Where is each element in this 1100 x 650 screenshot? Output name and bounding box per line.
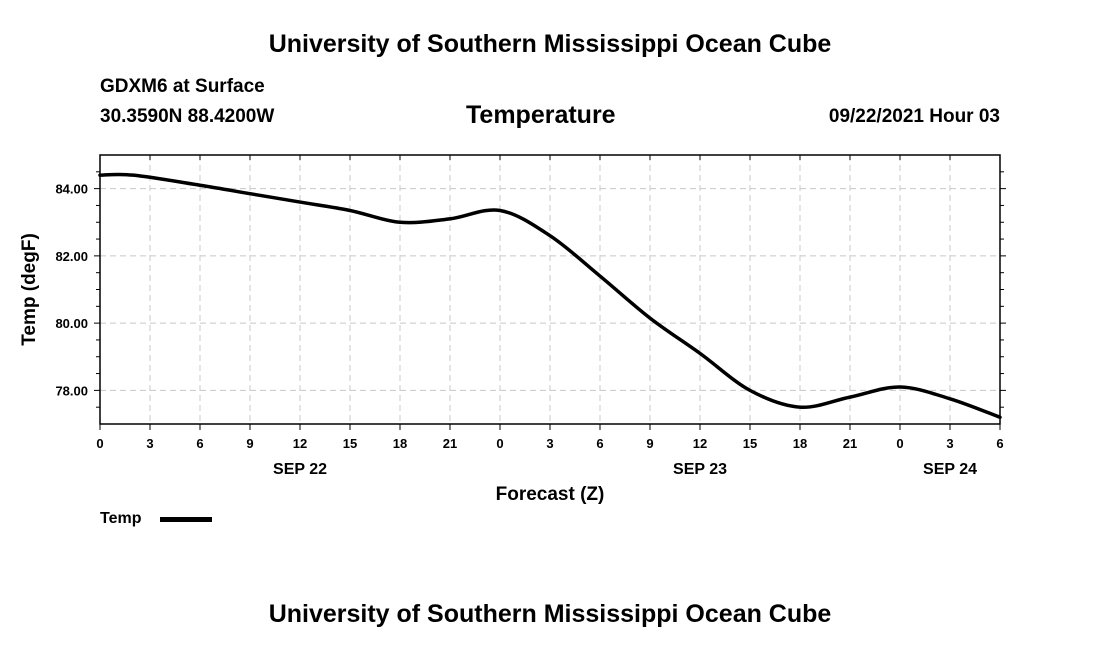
x-tick-label: 0 (96, 436, 103, 451)
date-label: SEP 23 (673, 461, 727, 478)
bottom-title: University of Southern Mississippi Ocean… (268, 600, 832, 628)
x-tick-label: 6 (596, 436, 603, 451)
x-tick-label: 15 (743, 436, 757, 451)
top-title: University of Southern Mississippi Ocean… (268, 30, 832, 58)
x-tick-label: 12 (293, 436, 307, 451)
x-tick-label: 18 (393, 436, 407, 451)
temp-series-line (98, 172, 1002, 420)
coordinates-label: 30.3590N 88.4200W (100, 106, 275, 127)
forecast-datetime: 09/22/2021 Hour 03 (828, 106, 1000, 127)
x-tick-label: 6 (996, 436, 1003, 451)
x-axis-label: Forecast (Z) (496, 484, 605, 505)
y-tick-label: 84.00 (55, 182, 88, 197)
chart-title: Temperature (466, 101, 616, 129)
y-tick-label: 80.00 (55, 316, 88, 331)
y-tick-label: 78.00 (55, 383, 88, 398)
legend-label: Temp (100, 510, 142, 527)
station-label: GDXM6 at Surface (100, 76, 265, 97)
x-tick-label: 21 (843, 436, 857, 451)
y-axis-label: Temp (degF) (19, 233, 40, 346)
y-tick-label: 82.00 (55, 249, 88, 264)
x-tick-label: 6 (196, 436, 203, 451)
x-tick-label: 9 (646, 436, 653, 451)
x-tick-label: 0 (896, 436, 903, 451)
x-tick-label: 18 (793, 436, 807, 451)
date-label: SEP 24 (923, 461, 977, 478)
x-tick-label: 3 (946, 436, 953, 451)
x-tick-label: 3 (146, 436, 153, 451)
x-tick-label: 21 (443, 436, 457, 451)
date-label: SEP 22 (273, 461, 327, 478)
x-tick-label: 0 (496, 436, 503, 451)
x-tick-label: 12 (693, 436, 707, 451)
legend-line-swatch (160, 517, 212, 522)
x-tick-label: 9 (246, 436, 253, 451)
x-tick-label: 15 (343, 436, 357, 451)
x-tick-label: 3 (546, 436, 553, 451)
